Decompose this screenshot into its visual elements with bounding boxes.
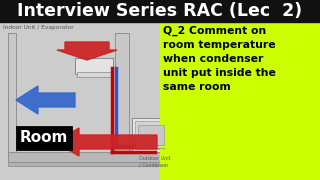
Text: Outdoor Unit
/ Condenser: Outdoor Unit / Condenser — [139, 156, 171, 167]
Text: Indoor Unit / Evaporator: Indoor Unit / Evaporator — [3, 25, 74, 30]
Bar — [77, 72, 111, 77]
Bar — [75, 58, 113, 74]
Bar — [135, 121, 169, 149]
Bar — [8, 162, 160, 166]
Polygon shape — [55, 128, 157, 156]
Bar — [0, 22, 160, 180]
Text: Room: Room — [20, 130, 68, 145]
Bar — [132, 118, 172, 152]
Text: Interview Series RAC (Lec  2): Interview Series RAC (Lec 2) — [17, 2, 303, 20]
Bar — [0, 0, 320, 22]
Polygon shape — [16, 86, 75, 114]
Text: Q_2 Comment on
room temperature
when condenser
unit put inside the
same room: Q_2 Comment on room temperature when con… — [163, 26, 276, 92]
Bar — [115, 33, 129, 163]
Bar — [8, 33, 16, 155]
Bar — [8, 152, 160, 162]
Bar — [160, 22, 320, 180]
Polygon shape — [57, 42, 117, 60]
Bar — [138, 125, 164, 145]
